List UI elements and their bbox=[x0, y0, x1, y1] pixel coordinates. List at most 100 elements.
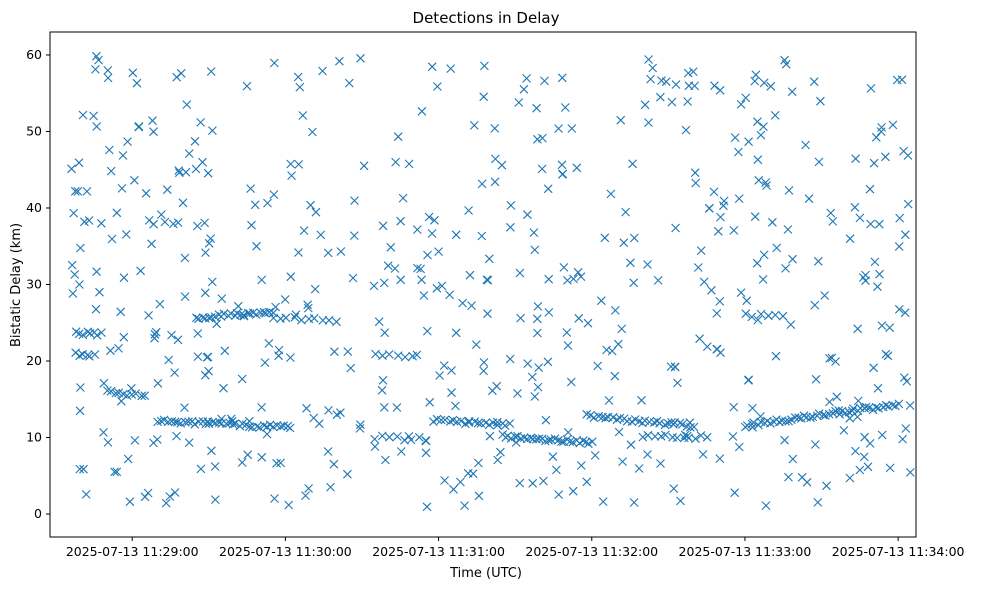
detection-point bbox=[304, 484, 313, 493]
detection-point bbox=[377, 431, 387, 441]
detection-point bbox=[67, 164, 76, 174]
detection-point bbox=[421, 436, 430, 445]
detection-point bbox=[894, 242, 904, 251]
detection-point bbox=[392, 403, 402, 412]
detection-point bbox=[576, 461, 586, 470]
detection-point bbox=[184, 149, 194, 158]
detection-point bbox=[788, 454, 798, 464]
detection-point bbox=[853, 412, 862, 422]
detection-point bbox=[180, 253, 190, 263]
y-tick-label: 20 bbox=[26, 353, 42, 368]
detection-point bbox=[323, 447, 333, 456]
detection-point bbox=[192, 313, 201, 323]
detection-point bbox=[370, 434, 380, 444]
detection-point bbox=[537, 164, 547, 174]
detection-point bbox=[92, 267, 101, 277]
detection-point bbox=[850, 202, 860, 212]
detection-point bbox=[554, 435, 563, 445]
detection-point bbox=[905, 468, 915, 477]
detection-point bbox=[827, 353, 837, 363]
detection-point bbox=[207, 277, 217, 287]
detection-point bbox=[119, 332, 129, 342]
detection-point bbox=[816, 96, 825, 106]
detection-point bbox=[548, 452, 558, 462]
detection-point bbox=[523, 359, 533, 368]
detection-point bbox=[302, 403, 311, 413]
detection-point bbox=[544, 274, 554, 284]
detection-point bbox=[874, 219, 884, 229]
detection-point bbox=[136, 266, 145, 276]
detection-point bbox=[255, 423, 264, 432]
detection-point bbox=[193, 352, 203, 361]
detection-point bbox=[269, 58, 279, 68]
detection-point bbox=[272, 458, 281, 468]
detection-point bbox=[250, 200, 260, 210]
detection-point bbox=[845, 413, 855, 423]
detection-point bbox=[85, 352, 94, 361]
detection-point bbox=[116, 307, 126, 317]
detection-point bbox=[736, 100, 746, 109]
detection-point bbox=[193, 221, 202, 231]
detection-point bbox=[894, 399, 904, 409]
detection-point bbox=[144, 311, 153, 320]
detection-point bbox=[343, 347, 353, 356]
detection-point bbox=[809, 77, 819, 87]
detection-point bbox=[196, 118, 205, 127]
detection-point bbox=[479, 366, 488, 376]
detection-point bbox=[110, 467, 119, 477]
detection-point bbox=[759, 250, 769, 260]
detection-point bbox=[419, 291, 429, 300]
detection-point bbox=[151, 327, 161, 337]
detection-point bbox=[810, 300, 820, 310]
detection-point bbox=[207, 446, 216, 456]
detection-point bbox=[778, 311, 788, 321]
detection-point bbox=[853, 324, 863, 334]
detection-point bbox=[170, 368, 179, 377]
detection-point bbox=[617, 324, 627, 334]
detection-point bbox=[529, 228, 539, 237]
detection-point bbox=[696, 431, 706, 440]
detection-point bbox=[286, 272, 296, 282]
detection-point bbox=[451, 401, 460, 411]
detection-point bbox=[540, 436, 550, 446]
detection-point bbox=[170, 417, 180, 427]
detection-point bbox=[104, 145, 114, 155]
detection-point bbox=[393, 351, 403, 360]
detection-point bbox=[75, 406, 85, 416]
detection-point bbox=[853, 396, 863, 406]
detection-point bbox=[123, 137, 132, 146]
detection-point bbox=[349, 231, 359, 240]
detection-point bbox=[813, 256, 823, 266]
y-axis-label: Bistatic Delay (km) bbox=[9, 223, 24, 347]
detection-point bbox=[294, 160, 304, 169]
detection-point bbox=[76, 243, 85, 253]
detection-point bbox=[153, 378, 163, 388]
detection-point bbox=[451, 328, 461, 338]
detection-point bbox=[532, 314, 542, 324]
detection-point bbox=[730, 488, 740, 498]
detection-point bbox=[839, 426, 849, 435]
detection-point bbox=[729, 402, 739, 412]
detection-point bbox=[618, 457, 627, 466]
detection-point bbox=[806, 413, 815, 423]
detection-point bbox=[610, 371, 620, 381]
detection-point bbox=[70, 186, 80, 196]
detection-point bbox=[530, 392, 540, 401]
y-tick-label: 10 bbox=[26, 430, 42, 445]
detection-point bbox=[861, 402, 871, 412]
detection-point bbox=[705, 203, 714, 213]
detection-point bbox=[217, 414, 226, 424]
detection-point bbox=[554, 490, 564, 499]
detection-point bbox=[75, 464, 85, 474]
detection-point bbox=[150, 329, 160, 339]
detection-point bbox=[326, 482, 335, 492]
detection-point bbox=[558, 169, 568, 179]
detection-point bbox=[257, 403, 266, 412]
detection-point bbox=[103, 66, 113, 75]
detection-point bbox=[780, 435, 789, 445]
detection-point bbox=[140, 492, 150, 502]
y-tick-label: 50 bbox=[26, 123, 42, 138]
detection-point bbox=[691, 434, 700, 444]
detection-point bbox=[534, 363, 544, 372]
detection-point bbox=[299, 226, 309, 235]
